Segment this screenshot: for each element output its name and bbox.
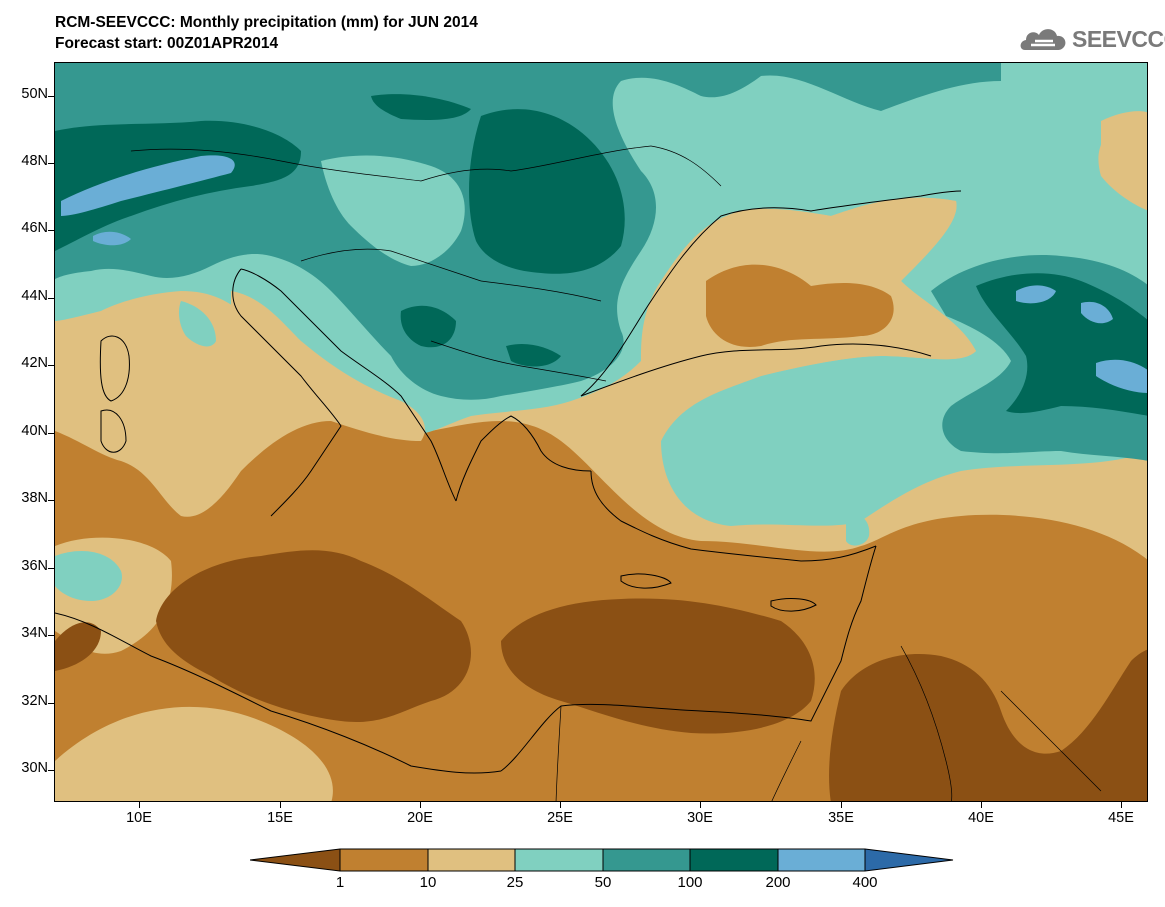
lat-label-30n: 30N [21,760,48,776]
lon-tick [1121,802,1122,808]
field-200-400mm-czech [371,94,471,120]
field-10-25mm-blacksea [706,264,894,347]
lat-tick [48,568,54,569]
colorbar-segment-100-200 [690,849,778,871]
country-borders [130,145,1102,801]
field-200-400mm-serbia [400,305,456,348]
field-1-10mm-algeria [55,622,101,671]
colorbar-label-100: 100 [677,874,703,891]
colorbar-segment-above-400 [865,849,953,871]
lat-tick [48,635,54,636]
lon-label-20e: 20E [407,810,433,826]
lat-label-38n: 38N [21,490,48,506]
lat-tick [48,298,54,299]
colorbar-label-1: 1 [335,874,345,891]
lat-tick [48,433,54,434]
field-1-10mm-egypt [501,598,815,734]
field-1-10mm-arabia [829,649,1147,801]
lat-label-32n: 32N [21,693,48,709]
lon-tick [420,802,421,808]
colorbar-segment-10-25 [428,849,515,871]
lat-tick [48,703,54,704]
colorbar-segment-25-50 [515,849,603,871]
lon-tick [280,802,281,808]
field-25-50mm-adriatic [231,291,425,441]
field-50-100mm-tunisia [55,551,122,601]
colorbar-label-25: 25 [506,874,524,891]
colorbar-segment-50-100 [603,849,690,871]
field-25-50mm-libya [55,706,333,801]
lon-tick [139,802,140,808]
field-400plus-alps-small [93,231,131,246]
precipitation-map [54,62,1148,802]
lon-label-40e: 40E [968,810,994,826]
field-400plus-caucasus-2 [1081,301,1113,324]
colorbar [250,848,954,872]
lon-label-35e: 35E [828,810,854,826]
lat-label-44n: 44N [21,288,48,304]
field-200-400mm-romania [469,109,625,274]
colorbar-segment-200-400 [778,849,865,871]
field-400plus-caucasus-3 [1096,359,1147,393]
lat-tick [48,163,54,164]
lon-label-30e: 30E [687,810,713,826]
colorbar-label-50: 50 [594,874,612,891]
lat-label-34n: 34N [21,625,48,641]
colorbar-label-400: 400 [852,874,878,891]
lon-tick [700,802,701,808]
lat-tick [48,96,54,97]
colorbar-segment-1-10 [340,849,428,871]
lon-label-45e: 45E [1108,810,1134,826]
field-200-400mm-bulgaria [506,344,561,367]
map-title: RCM-SEEVCCC: Monthly precipitation (mm) … [55,12,478,54]
colorbar-label-10: 10 [419,874,437,891]
lat-tick [48,770,54,771]
field-400plus-alps [61,155,235,216]
lat-label-40n: 40N [21,423,48,439]
lat-label-48n: 48N [21,153,48,169]
lat-label-36n: 36N [21,558,48,574]
lon-tick [560,802,561,808]
lon-tick [841,802,842,808]
field-1-10mm-libya [156,550,471,722]
title-line-2: Forecast start: 00Z01APR2014 [55,35,279,52]
lat-label-42n: 42N [21,355,48,371]
colorbar-segment-below-1 [250,849,340,871]
lat-tick [48,230,54,231]
lat-label-46n: 46N [21,220,48,236]
lon-label-15e: 15E [267,810,293,826]
lat-label-50n: 50N [21,86,48,102]
cloud-logo-icon [1020,29,1066,50]
lat-tick [48,365,54,366]
seevccc-logo: SEEVCCC [1017,22,1165,58]
field-25-50mm-russia [1101,111,1147,206]
colorbar-outline [250,848,954,872]
colorbar-label-200: 200 [765,874,791,891]
field-50-100mm-hungary [321,155,465,266]
field-400plus-caucasus-1 [1016,285,1056,304]
field-50-100mm-turkey [846,514,870,546]
precipitation-field [55,63,1147,801]
lon-label-25e: 25E [547,810,573,826]
field-50-100mm-slovenia [178,301,216,347]
title-line-1: RCM-SEEVCCC: Monthly precipitation (mm) … [55,14,478,31]
lon-tick [981,802,982,808]
lat-tick [48,500,54,501]
coastlines [55,190,962,774]
lon-label-10e: 10E [126,810,152,826]
logo-text: SEEVCCC [1072,26,1165,52]
